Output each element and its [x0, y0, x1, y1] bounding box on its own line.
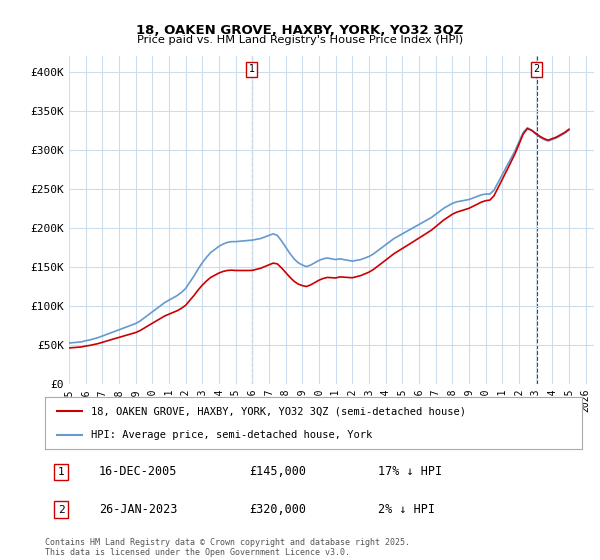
- Text: 17% ↓ HPI: 17% ↓ HPI: [378, 465, 442, 478]
- Text: 2% ↓ HPI: 2% ↓ HPI: [378, 503, 435, 516]
- Text: 18, OAKEN GROVE, HAXBY, YORK, YO32 3QZ: 18, OAKEN GROVE, HAXBY, YORK, YO32 3QZ: [136, 24, 464, 36]
- Text: 1: 1: [248, 64, 255, 74]
- Text: £145,000: £145,000: [249, 465, 306, 478]
- Text: 2: 2: [534, 64, 540, 74]
- Text: 18, OAKEN GROVE, HAXBY, YORK, YO32 3QZ (semi-detached house): 18, OAKEN GROVE, HAXBY, YORK, YO32 3QZ (…: [91, 406, 466, 416]
- Text: HPI: Average price, semi-detached house, York: HPI: Average price, semi-detached house,…: [91, 430, 372, 440]
- Text: Price paid vs. HM Land Registry's House Price Index (HPI): Price paid vs. HM Land Registry's House …: [137, 35, 463, 45]
- Text: 26-JAN-2023: 26-JAN-2023: [98, 503, 177, 516]
- Text: 1: 1: [58, 467, 64, 477]
- Text: 2: 2: [58, 505, 64, 515]
- Text: £320,000: £320,000: [249, 503, 306, 516]
- Text: 16-DEC-2005: 16-DEC-2005: [98, 465, 177, 478]
- Text: Contains HM Land Registry data © Crown copyright and database right 2025.
This d: Contains HM Land Registry data © Crown c…: [45, 538, 410, 557]
